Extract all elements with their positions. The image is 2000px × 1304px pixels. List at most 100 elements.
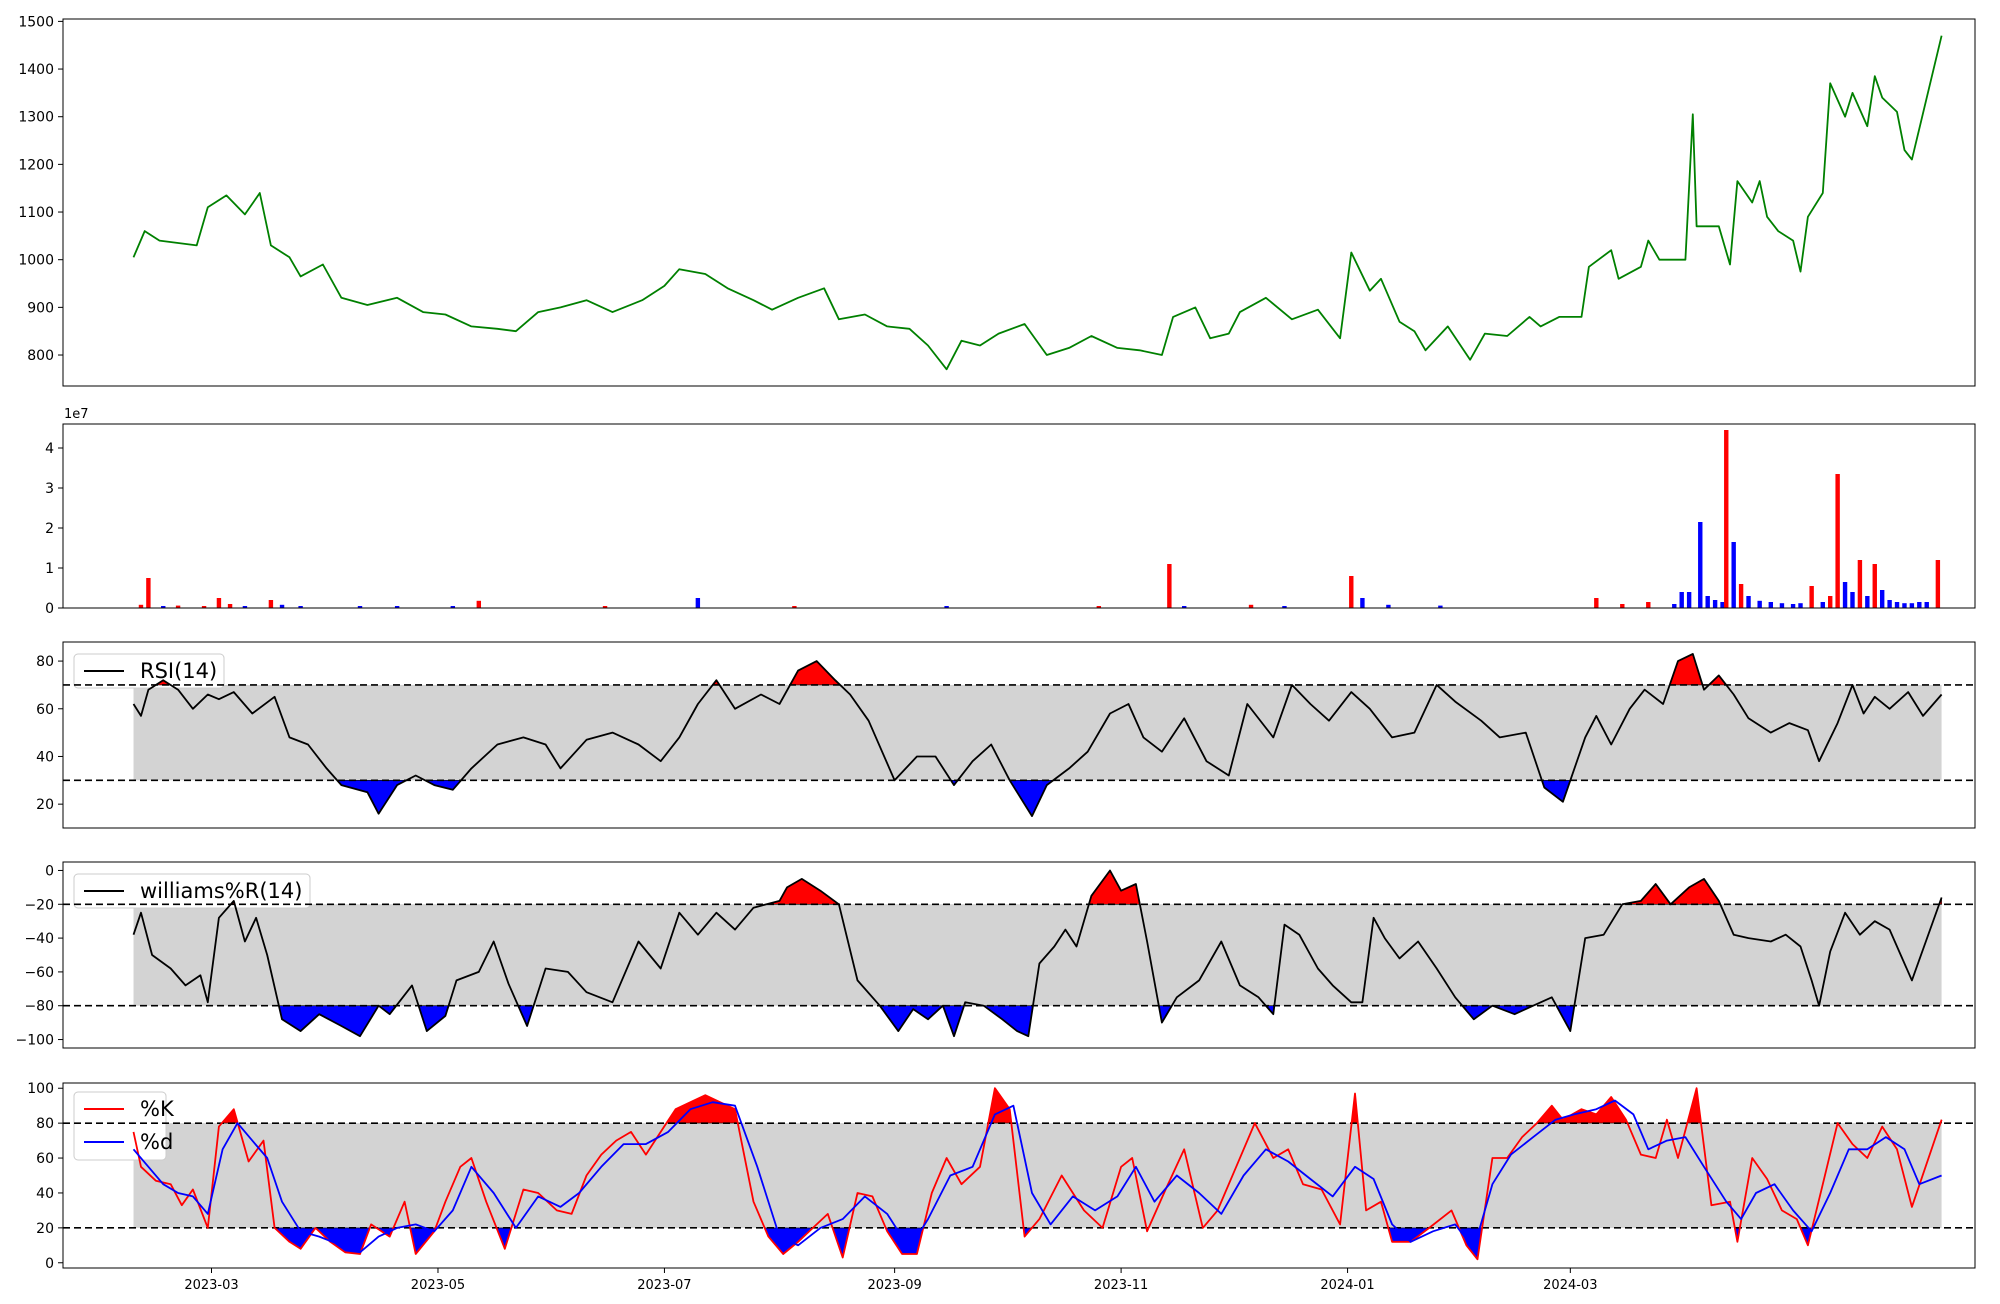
- price-ytick-label: 1200: [18, 157, 54, 173]
- volume-bar: [1894, 602, 1900, 608]
- volume-bar: [1757, 600, 1762, 608]
- volume-bar: [138, 604, 144, 608]
- volume-multiplier-label: 1e7: [64, 407, 89, 422]
- williams-panel: williams%R(14) 0 −20 −40 −60 −80 −100: [16, 861, 1976, 1049]
- volume-bar: [1924, 602, 1929, 608]
- volume-bar: [1850, 592, 1855, 608]
- x-tick-label: 2024-01: [1320, 1278, 1374, 1293]
- rsi-series-line-0: [132, 653, 1943, 817]
- rsi-ytick-label: 40: [36, 749, 54, 765]
- price-ytick-label: 1300: [18, 110, 54, 126]
- volume-bar: [1620, 604, 1625, 608]
- volume-bar: [1698, 522, 1703, 608]
- volume-bar: [1386, 604, 1391, 608]
- volume-bar: [1349, 576, 1354, 608]
- williams-legend-label: williams%R(14): [140, 879, 302, 903]
- rsi-panel: RSI(14) 20 40 60 80: [36, 641, 1976, 829]
- williams-series-line-0: [132, 869, 1943, 1038]
- williams-ytick-label: −60: [24, 965, 54, 981]
- price-ytick-label: 800: [27, 348, 54, 364]
- stochastic-legend-k-label: %K: [140, 1097, 175, 1121]
- volume-bar: [1809, 586, 1814, 608]
- volume-bar: [1248, 604, 1254, 608]
- volume-bar: [1705, 596, 1710, 608]
- volume-bar: [1917, 602, 1922, 608]
- price-ytick-label: 900: [27, 300, 54, 316]
- x-tick-label: 2023-05: [411, 1278, 465, 1293]
- williams-legend-box: [73, 873, 311, 909]
- volume-bar: [201, 606, 207, 608]
- volume-bar: [602, 606, 608, 608]
- stochastic-ytick-label: 100: [27, 1081, 54, 1097]
- rsi-ytick-label: 60: [36, 702, 54, 718]
- volume-bar: [216, 598, 222, 608]
- volume-bar: [1182, 606, 1187, 608]
- stochastic-series-line-0: [132, 1087, 1943, 1261]
- volume-bar: [1842, 582, 1848, 608]
- volume-bar: [1167, 564, 1172, 608]
- volume-bar: [1909, 603, 1915, 608]
- volume-bar: [1835, 474, 1840, 608]
- volume-bar: [1720, 602, 1725, 608]
- volume-ytick-label: 3: [45, 481, 54, 497]
- volume-bar: [1672, 604, 1677, 608]
- volume-bar: [1872, 564, 1877, 608]
- volume-bar: [1887, 600, 1892, 608]
- stochastic-series-line-1: [132, 1099, 1942, 1254]
- volume-bar: [1724, 430, 1729, 608]
- volume-bar: [1646, 602, 1651, 608]
- volume-bar: [1768, 602, 1774, 608]
- volume-bar: [146, 578, 151, 608]
- volume-panel: 1e7 0 1 2 3 4: [45, 407, 1976, 617]
- rsi-legend-box: [73, 653, 225, 689]
- volume-bar: [279, 604, 285, 608]
- williams-ytick-label: −40: [24, 931, 54, 947]
- price-series-line-0: [132, 35, 1943, 371]
- volume-bar: [1879, 590, 1885, 608]
- volume-bar: [161, 606, 166, 608]
- volume-bar: [695, 598, 701, 608]
- williams-ytick-label: 0: [45, 863, 54, 879]
- price-ytick-label: 1500: [18, 14, 54, 30]
- price-panel: 800 900 1000 1100 1200 1300 1400 1500: [18, 14, 1976, 387]
- volume-ytick-label: 0: [45, 601, 54, 617]
- volume-bar: [1731, 542, 1736, 608]
- volume-bar: [1935, 560, 1941, 608]
- volume-bar: [1282, 606, 1287, 608]
- volume-bar: [227, 604, 233, 608]
- volume-bar: [476, 600, 482, 608]
- volume-bar: [1798, 603, 1803, 608]
- volume-bar: [175, 605, 181, 608]
- stochastic-axes-frame: [62, 1082, 1976, 1269]
- volume-bar: [1096, 606, 1102, 608]
- stochastic-ytick-label: 40: [36, 1186, 54, 1202]
- x-tick-label: 2023-09: [867, 1278, 921, 1293]
- price-ytick-label: 1400: [18, 62, 54, 78]
- stochastic-legend-d-label: %d: [140, 1130, 173, 1154]
- volume-bar: [1857, 560, 1863, 608]
- volume-bar: [394, 606, 400, 608]
- volume-bar: [1738, 584, 1744, 608]
- volume-bar: [1686, 592, 1692, 608]
- volume-bar: [357, 606, 363, 608]
- williams-band: [133, 904, 1942, 1006]
- williams-axes-frame: [62, 861, 1976, 1049]
- volume-ytick-label: 4: [45, 441, 54, 457]
- williams-ytick-label: −100: [16, 1033, 54, 1049]
- volume-axes-frame: [62, 423, 1976, 609]
- volume-bar: [242, 606, 248, 608]
- price-ytick-label: 1000: [18, 253, 54, 269]
- rsi-band: [133, 684, 1942, 781]
- x-tick-label: 2024-03: [1543, 1278, 1597, 1293]
- volume-bar: [1779, 603, 1785, 608]
- rsi-ytick-label: 80: [36, 654, 54, 670]
- rsi-axes-frame: [62, 641, 1976, 829]
- williams-ytick-label: −80: [24, 999, 54, 1015]
- stochastic-band: [133, 1123, 1942, 1228]
- volume-ytick-label: 2: [45, 521, 54, 537]
- volume-bar: [298, 606, 303, 608]
- volume-bar: [1746, 596, 1751, 608]
- volume-bar: [1679, 592, 1684, 608]
